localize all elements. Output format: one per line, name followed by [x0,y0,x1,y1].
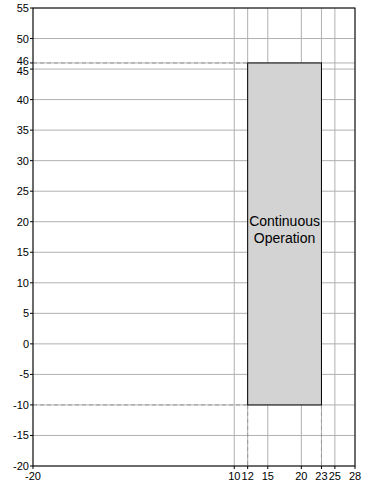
grid-line [234,8,235,466]
tick-label: 25 [329,470,341,482]
tick-label: -20 [25,470,41,482]
operating-region [248,63,322,405]
tick-label: 10 [17,277,29,289]
tick-mark [334,466,335,469]
tick-mark [30,313,33,314]
plot-frame [33,8,355,466]
tick-mark [30,374,33,375]
tick-label: 0 [23,338,29,350]
tick-mark [30,343,33,344]
tick-mark [30,282,33,283]
guide-line [321,405,322,466]
tick-label: 23 [315,470,327,482]
grid-line [33,435,355,436]
tick-mark [30,252,33,253]
guides [33,63,321,466]
tick-mark [267,466,268,469]
guide-line [247,405,248,466]
tick-mark [30,38,33,39]
tick-mark [30,130,33,131]
tick-mark [355,466,356,469]
tick-label: 55 [17,2,29,14]
tick-mark [30,160,33,161]
marks [248,63,322,405]
grid-line [33,38,355,39]
tick-label: 35 [17,124,29,136]
tick-label: 25 [17,185,29,197]
tick-label: -10 [13,399,29,411]
annotation-line: Continuous [249,213,320,229]
tick-label: 15 [17,246,29,258]
annotation-line: Operation [254,230,315,246]
tick-mark [30,62,33,63]
tick-label: 5 [23,307,29,319]
tick-mark [30,404,33,405]
tick-label: 20 [17,216,29,228]
tick-mark [30,99,33,100]
tick-label: 45 [17,65,29,77]
chart: ContinuousOperation555046454035302520151… [0,0,371,488]
tick-label: 12 [242,470,254,482]
guide-line [33,62,248,63]
tick-label: 20 [295,470,307,482]
tick-label: 10 [228,470,240,482]
tick-mark [33,466,34,469]
tick-mark [321,466,322,469]
x-axis: -20 1012 15 20 2325 28 [25,466,361,482]
tick-mark [30,191,33,192]
tick-label: 40 [17,94,29,106]
tick-mark [30,435,33,436]
annotation: ContinuousOperation [249,213,320,246]
tick-mark [30,221,33,222]
guide-line [33,404,248,405]
grid-line [334,8,335,466]
tick-mark [301,466,302,469]
tick-mark [234,466,235,469]
tick-label: 28 [349,470,361,482]
tick-label: 15 [262,470,274,482]
tick-mark [247,466,248,469]
tick-mark [30,69,33,70]
tick-mark [30,8,33,9]
tick-label: -15 [13,429,29,441]
grid [33,8,355,466]
y-axis: 555046454035302520151050-5-10-15-20 [13,2,33,472]
tick-label: -5 [19,368,29,380]
tick-label: 50 [17,33,29,45]
tick-label: 30 [17,155,29,167]
